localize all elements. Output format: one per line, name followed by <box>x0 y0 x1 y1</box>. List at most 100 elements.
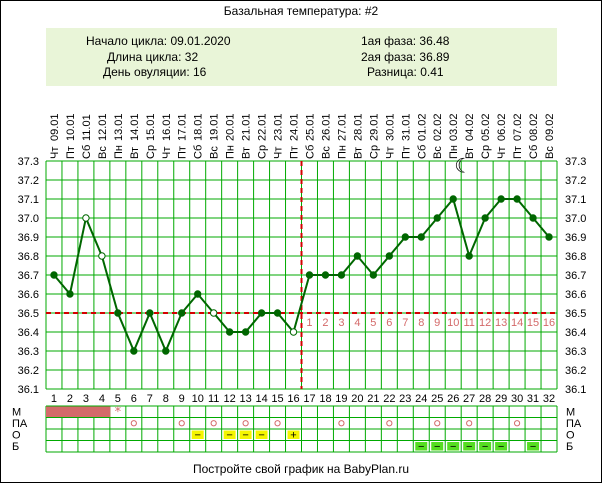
temperature-point <box>194 290 202 298</box>
y-tick-label-left: 36.4 <box>18 327 39 339</box>
date-label: 14.01 <box>129 113 141 141</box>
cycle-start: Начало цикла: 09.01.2020 <box>86 34 231 48</box>
x-day-label: 26 <box>447 393 459 405</box>
y-tick-label-right: 36.5 <box>565 308 586 320</box>
x-day-label: 16 <box>287 393 299 405</box>
date-label: 02.02 <box>432 113 444 141</box>
weekday-label: Ср <box>257 145 269 159</box>
y-tick-label-right: 36.1 <box>565 384 586 396</box>
x-day-label: 14 <box>255 393 267 405</box>
post-ovulation-day-label: 10 <box>447 317 459 329</box>
pregnancy-test-cell <box>479 442 492 451</box>
post-ovulation-day-label: 12 <box>479 317 491 329</box>
post-ovulation-day-label: 9 <box>434 317 440 329</box>
temperature-point <box>401 233 409 241</box>
x-day-label: 15 <box>271 393 283 405</box>
temperature-point <box>162 347 170 355</box>
weekday-label: Вт <box>352 147 364 159</box>
date-label: 19.01 <box>209 113 221 141</box>
weekday-label: Пт <box>177 146 189 159</box>
weekday-label: Вс <box>544 146 556 159</box>
temperature-line <box>53 196 550 354</box>
x-day-label: 28 <box>479 393 491 405</box>
date-label: 01.02 <box>416 113 428 141</box>
pa-circle-icon <box>178 420 185 427</box>
date-label: 12.01 <box>97 113 109 141</box>
temperature-point <box>417 233 425 241</box>
post-ovulation-day-label: 2 <box>322 317 328 329</box>
date-label: 20.01 <box>225 113 237 141</box>
pregnancy-test-sign: − <box>530 441 536 453</box>
pa-circle-icon <box>434 420 441 427</box>
date-label: 08.02 <box>528 113 540 141</box>
weekday-label: Чт <box>273 147 285 159</box>
temperature-point <box>225 328 234 336</box>
row-label-right: М <box>566 407 575 419</box>
date-label: 22.01 <box>257 113 269 141</box>
post-ovulation-day-label: 13 <box>495 317 507 329</box>
date-label: 06.02 <box>496 113 508 141</box>
weekday-label: Пт <box>65 146 77 159</box>
ovulation-test-sign: − <box>194 430 200 442</box>
x-day-label: 12 <box>224 393 236 405</box>
date-label: 28.01 <box>352 113 364 141</box>
temperature-point <box>130 347 138 355</box>
post-ovulation-day-label: 16 <box>543 317 555 329</box>
y-tick-label-right: 36.9 <box>565 232 586 244</box>
temperature-point <box>481 214 489 222</box>
post-ovulation-day-label: 1 <box>306 317 312 329</box>
x-day-label: 27 <box>463 393 475 405</box>
x-day-label: 2 <box>67 393 73 405</box>
post-ovulation-day-label: 11 <box>463 317 474 329</box>
y-tick-label-left: 36.5 <box>18 308 39 320</box>
date-label: 05.02 <box>480 113 492 141</box>
pa-circle-icon <box>466 420 473 427</box>
y-tick-label-right: 36.2 <box>565 365 586 377</box>
weekday-label: Чт <box>496 147 508 159</box>
temperature-point <box>98 252 106 260</box>
footer-link[interactable]: Постройте свой график на BabyPlan.ru <box>192 462 410 476</box>
y-tick-label-left: 36.8 <box>18 251 39 263</box>
menses-cell <box>93 406 111 417</box>
temperature-point <box>433 214 441 222</box>
y-tick-label-left: 36.2 <box>18 365 39 377</box>
temperature-difference: Разница: 0.41 <box>367 65 444 79</box>
temperature-point <box>66 290 74 298</box>
y-tick-label-right: 36.4 <box>565 327 586 339</box>
x-day-label: 9 <box>179 393 185 405</box>
date-label: 31.01 <box>400 113 412 141</box>
row-label-right: О <box>566 430 575 442</box>
y-tick-label-right: 36.3 <box>565 346 586 358</box>
post-ovulation-day-label: 15 <box>527 317 539 329</box>
x-day-label: 18 <box>319 393 331 405</box>
weekday-label: Сб <box>304 145 316 159</box>
y-tick-label-left: 37.1 <box>18 194 39 206</box>
y-tick-label-left: 36.3 <box>18 346 39 358</box>
post-ovulation-day-label: 5 <box>370 317 376 329</box>
weekday-label: Вс <box>97 146 109 159</box>
pregnancy-test-cell <box>447 442 460 451</box>
temperature-point <box>465 252 473 260</box>
pa-circle-icon <box>274 420 281 427</box>
row-label-left: ПА <box>12 418 28 430</box>
post-ovulation-day-label: 6 <box>386 317 392 329</box>
date-label: 11.01 <box>81 114 93 141</box>
date-label: 13.01 <box>113 113 125 141</box>
pa-circle-icon <box>513 420 521 427</box>
y-tick-label-right: 37.3 <box>565 156 586 168</box>
weekday-label: Ср <box>480 145 492 159</box>
x-day-label: 21 <box>367 393 379 405</box>
date-label: 09.02 <box>544 113 556 141</box>
post-ovulation-day-label: 14 <box>511 317 523 329</box>
post-ovulation-day-label: 7 <box>402 317 408 329</box>
menses-cell <box>77 406 95 417</box>
x-day-label: 10 <box>192 393 204 405</box>
pregnancy-test-sign: − <box>434 441 440 453</box>
x-day-label: 25 <box>431 393 443 405</box>
weekday-label: Пт <box>512 146 524 159</box>
y-tick-label-right: 37.2 <box>565 175 586 187</box>
weekday-label: Пн <box>225 145 237 159</box>
x-day-label: 13 <box>239 393 251 405</box>
weekday-label: Чт <box>49 147 61 159</box>
